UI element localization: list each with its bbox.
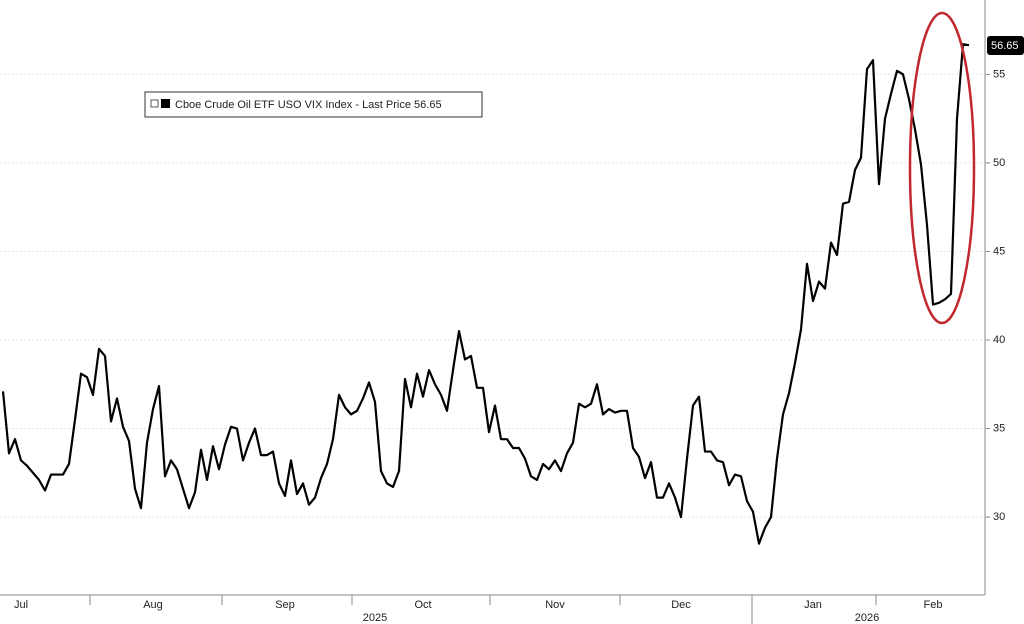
x-tick-label: Jul	[14, 599, 28, 611]
x-tick-label: Feb	[924, 599, 943, 611]
highlight-ellipse	[908, 11, 976, 325]
year-label: 2025	[363, 612, 387, 624]
y-tick-label: 40	[993, 334, 1005, 346]
legend-toggle	[150, 99, 159, 108]
y-tick-label: 30	[993, 511, 1005, 523]
last-price-tag	[987, 36, 1024, 55]
y-tick-label: 50	[993, 157, 1005, 169]
x-tick-label: Nov	[545, 599, 565, 611]
legend-box	[144, 91, 483, 118]
y-tick-label: 35	[993, 422, 1005, 434]
last-price-label: 56.65	[991, 40, 1019, 52]
legend-swatch	[161, 99, 170, 108]
y-tick-label: 45	[993, 245, 1005, 257]
legend: Cboe Crude Oil ETF USO VIX Index - Last …	[144, 91, 483, 118]
x-tick-label: Jan	[804, 599, 822, 611]
month-ticks	[89, 595, 877, 624]
legend-text: Cboe Crude Oil ETF USO VIX Index - Last …	[175, 99, 442, 111]
x-tick-label: Oct	[414, 599, 431, 611]
price-line	[1, 43, 970, 545]
x-tick-label: Aug	[143, 599, 163, 611]
x-tick-label: Sep	[275, 599, 295, 611]
year-label: 2026	[855, 612, 879, 624]
x-tick-label: Dec	[671, 599, 691, 611]
y-tick-label: 55	[993, 68, 1005, 80]
